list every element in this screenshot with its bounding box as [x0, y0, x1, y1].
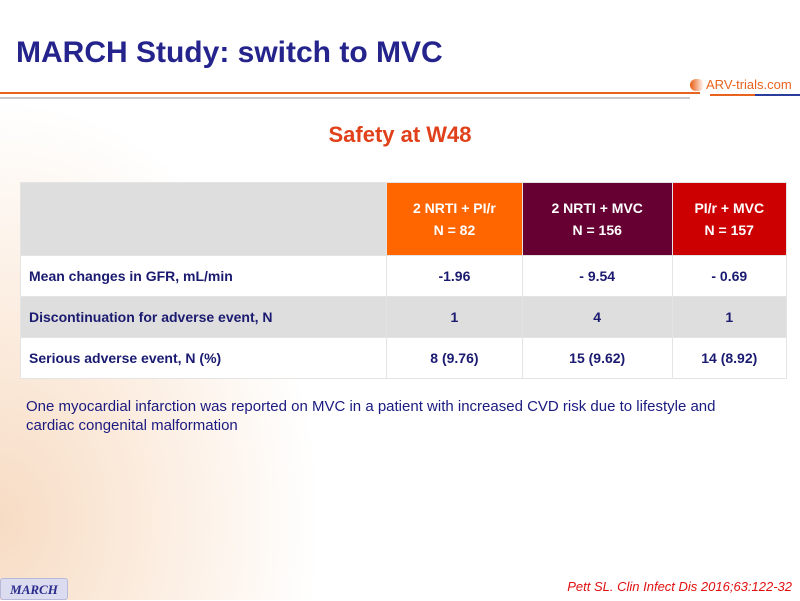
slide-title: MARCH Study: switch to MVC — [16, 36, 443, 69]
section-subtitle: Safety at W48 — [328, 122, 472, 147]
divider — [0, 92, 700, 94]
cell: 4 — [521, 296, 673, 338]
logo-text: ARV-trials.com — [706, 77, 792, 92]
table-row: Mean changes in GFR, mL/min -1.96 - 9.54… — [20, 255, 788, 297]
safety-table: 2 NRTI + PI/r N = 82 2 NRTI + MVC N = 156 … — [20, 182, 788, 379]
march-tag: MARCH — [0, 578, 68, 600]
cell: 8 (9.76) — [386, 337, 523, 379]
row-label: Serious adverse event, N (%) — [20, 337, 387, 379]
reference: Pett SL. Clin Infect Dis 2016;63:122-32 — [567, 579, 792, 594]
cell: 1 — [671, 296, 788, 338]
header-arm-3: PI/r + MVC N = 157 — [671, 182, 788, 256]
footnote-text: One myocardial infarction was reported o… — [26, 398, 716, 434]
header-arm-2: 2 NRTI + MVC N = 156 — [521, 182, 673, 256]
cell: 15 (9.62) — [521, 337, 673, 379]
cell: - 9.54 — [521, 255, 673, 297]
cell: -1.96 — [386, 255, 523, 297]
row-label: Mean changes in GFR, mL/min — [20, 255, 387, 297]
arv-trials-logo: ARV-trials.com — [690, 77, 800, 96]
divider — [0, 97, 690, 99]
header-empty-cell — [20, 182, 387, 256]
table-header-row: 2 NRTI + PI/r N = 82 2 NRTI + MVC N = 156 … — [20, 182, 788, 256]
row-label: Discontinuation for adverse event, N — [20, 296, 387, 338]
table-row: Serious adverse event, N (%) 8 (9.76) 15… — [20, 337, 788, 379]
header-arm-1: 2 NRTI + PI/r N = 82 — [386, 182, 523, 256]
cell: - 0.69 — [671, 255, 788, 297]
pill-icon — [690, 78, 704, 91]
table-row: Discontinuation for adverse event, N 1 4… — [20, 296, 788, 338]
cell: 1 — [386, 296, 523, 338]
cell: 14 (8.92) — [671, 337, 788, 379]
